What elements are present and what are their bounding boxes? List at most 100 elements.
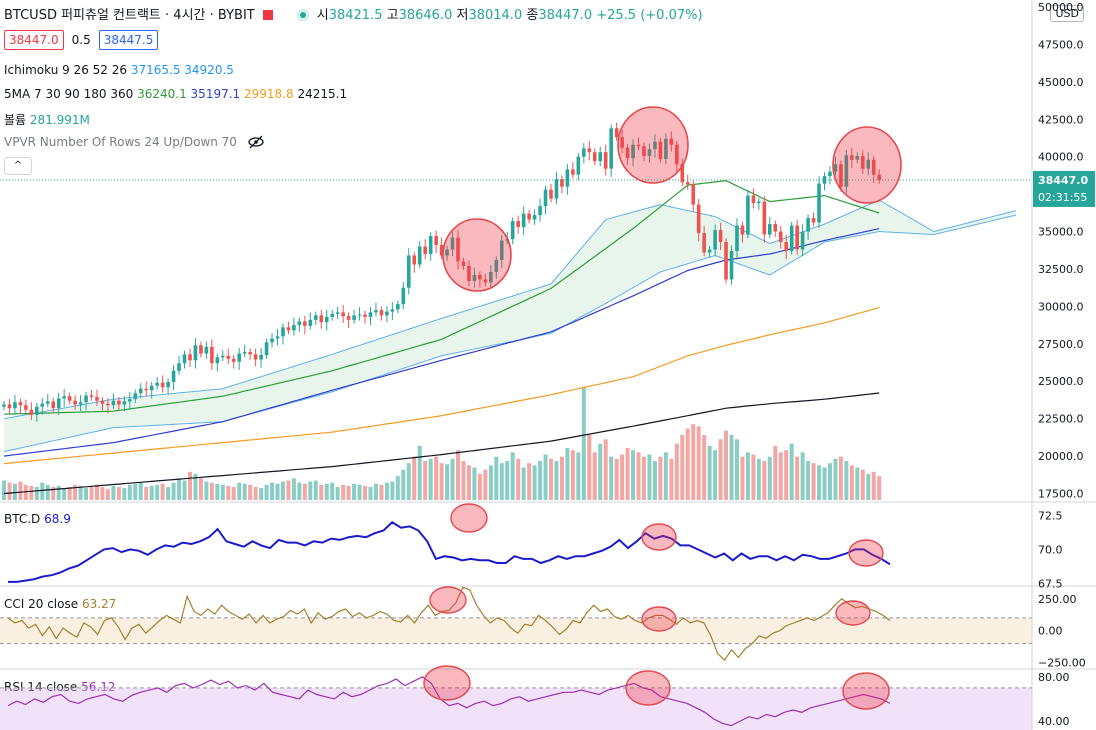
volume-bar: [439, 463, 444, 500]
candle: [434, 230, 438, 254]
price-tick-7: 35000.0: [1038, 226, 1084, 239]
volume-bar: [625, 448, 630, 500]
volume-bar: [160, 483, 165, 500]
candle-body: [18, 402, 23, 406]
btcd-legend[interactable]: BTC.D 68.9: [4, 512, 71, 526]
candle-body: [128, 399, 132, 402]
volume-bar: [149, 485, 154, 500]
volume-bar: [647, 454, 652, 500]
flag-icon[interactable]: [262, 10, 273, 20]
volume-bar: [226, 485, 231, 500]
sub-highlight-circle-2: [848, 539, 884, 567]
candle-body: [669, 138, 674, 145]
sma-value-2: 35197.1: [190, 87, 241, 101]
volume-bar: [822, 467, 827, 500]
candle: [84, 391, 88, 411]
volume-bar: [62, 488, 67, 500]
candle: [560, 175, 564, 194]
candle: [461, 257, 466, 270]
candle-body: [275, 336, 280, 339]
volume-bar: [401, 469, 406, 500]
volume-bar: [215, 483, 220, 500]
volume-bar: [122, 488, 127, 500]
candle: [472, 267, 477, 288]
candle-body: [253, 354, 258, 360]
candle-body: [800, 231, 805, 250]
collapse-legend-button[interactable]: ^: [4, 157, 32, 175]
candle-body: [13, 402, 17, 409]
candle-body: [313, 315, 318, 320]
ichimoku-legend[interactable]: Ichimoku 9 26 52 26 37165.5 34920.5: [4, 63, 234, 77]
candle-body: [352, 315, 356, 320]
price-tick-9: 40000.0: [1038, 151, 1084, 164]
low-value: 38014.0: [468, 8, 523, 23]
candle: [264, 338, 269, 359]
vpvr-legend[interactable]: VPVR Number Of Rows 24 Up/Down 70: [4, 135, 265, 149]
candle-body: [702, 233, 706, 253]
volume-bar: [456, 450, 461, 500]
candle-body: [521, 213, 526, 228]
btcd-value: 68.9: [44, 512, 71, 526]
candle: [297, 317, 302, 332]
candle-body: [40, 403, 45, 407]
candle: [757, 197, 761, 210]
candle: [368, 306, 373, 326]
candle: [286, 321, 291, 335]
price-tick-6: 32500.0: [1038, 263, 1084, 276]
candle: [467, 260, 471, 287]
last-price-tag: [1033, 170, 1095, 207]
candle: [751, 188, 756, 209]
candle-body: [417, 246, 422, 265]
volume-bar: [461, 461, 466, 500]
currency-button[interactable]: USD: [1050, 5, 1084, 22]
volume-bar: [789, 443, 794, 500]
candle-body: [106, 403, 110, 406]
candle-body: [653, 141, 657, 150]
candle-body: [789, 225, 794, 252]
eye-hidden-icon[interactable]: [247, 135, 265, 149]
candle-body: [264, 342, 269, 356]
volume-bar: [795, 456, 800, 500]
candle: [149, 381, 154, 399]
candle: [412, 251, 417, 273]
volume-bar: [871, 471, 876, 500]
candle-body: [160, 382, 165, 388]
buy-button[interactable]: 38447.5: [98, 30, 159, 50]
candle-body: [67, 396, 72, 401]
candle-body: [374, 310, 378, 313]
candle: [210, 339, 214, 371]
volume-bar: [116, 487, 121, 500]
sell-button[interactable]: 38447.0: [4, 30, 64, 50]
cci-legend[interactable]: CCI 20 close 63.27: [4, 597, 116, 611]
rsi-legend[interactable]: RSI 14 close 56.12: [4, 680, 116, 694]
candle-body: [510, 221, 515, 240]
ichimoku-value-1: 37165.5: [130, 63, 181, 77]
candle: [538, 198, 542, 222]
candle-body: [144, 388, 149, 391]
volume-bar: [549, 458, 553, 500]
candle-body: [538, 206, 542, 216]
candle-body: [412, 255, 417, 265]
candle: [532, 209, 537, 225]
candle: [735, 218, 739, 258]
candle-body: [188, 354, 192, 361]
market-status-icon[interactable]: [296, 9, 309, 21]
sma-legend[interactable]: 5MA 7 30 90 180 360 36240.1 35197.1 2991…: [4, 87, 347, 101]
symbol-title[interactable]: BTCUSD 퍼피츄얼 컨트랙트 · 4시간 · BYBIT: [4, 8, 255, 23]
candle: [221, 350, 225, 362]
candle-body: [149, 385, 154, 391]
candle-body: [811, 218, 816, 223]
candle-body: [171, 370, 176, 382]
candle-body: [658, 141, 663, 159]
volume-legend[interactable]: 볼륨 281.991M: [4, 111, 90, 128]
volume-bar: [734, 439, 739, 500]
candle-body: [614, 128, 619, 138]
candle: [335, 306, 340, 320]
volume-bar: [592, 452, 597, 500]
candle: [199, 341, 203, 358]
volume-bar: [171, 482, 176, 500]
candle-body: [560, 179, 564, 187]
candle: [675, 140, 679, 173]
candle: [313, 311, 318, 326]
